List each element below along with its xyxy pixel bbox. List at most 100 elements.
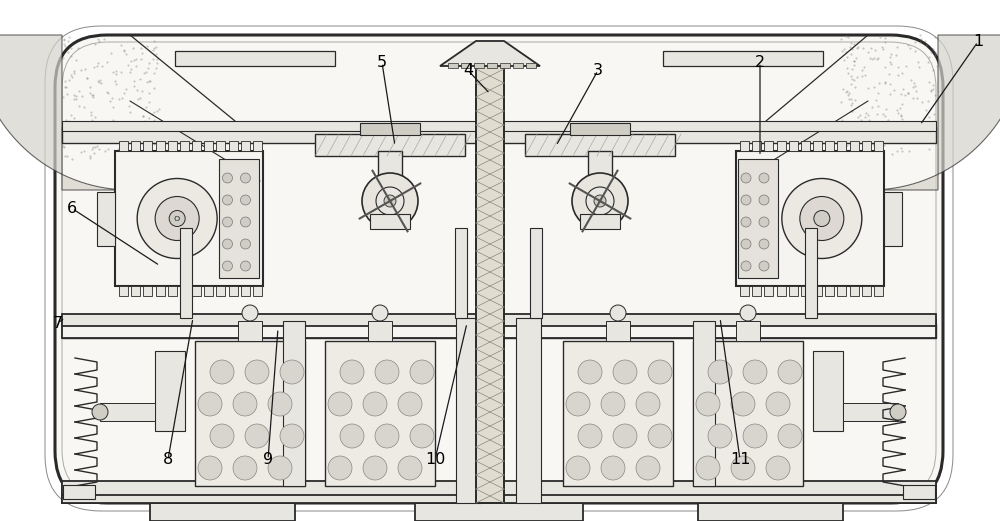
Circle shape: [242, 305, 258, 321]
Circle shape: [175, 217, 179, 220]
Text: 2: 2: [755, 55, 765, 70]
Circle shape: [245, 424, 269, 448]
Circle shape: [240, 195, 250, 205]
Circle shape: [743, 424, 767, 448]
Bar: [229, 286, 238, 296]
Circle shape: [743, 360, 767, 384]
Circle shape: [175, 217, 179, 220]
Bar: [119, 141, 128, 151]
Bar: [740, 141, 749, 151]
Circle shape: [648, 360, 672, 384]
Circle shape: [766, 456, 790, 480]
Circle shape: [340, 360, 364, 384]
Bar: [63, 485, 95, 499]
Bar: [143, 286, 152, 296]
Bar: [837, 141, 846, 151]
Bar: [698, 501, 843, 521]
Bar: [752, 286, 761, 296]
Text: 7: 7: [53, 316, 63, 330]
Bar: [884, 192, 902, 245]
Circle shape: [362, 173, 418, 229]
Bar: [738, 159, 778, 278]
Circle shape: [578, 424, 602, 448]
Polygon shape: [870, 35, 1000, 190]
Bar: [764, 141, 773, 151]
Circle shape: [210, 424, 234, 448]
Circle shape: [363, 456, 387, 480]
Circle shape: [198, 456, 222, 480]
Bar: [516, 318, 541, 503]
Bar: [850, 286, 859, 296]
Circle shape: [601, 392, 625, 416]
Bar: [455, 228, 467, 318]
Bar: [62, 121, 936, 131]
Circle shape: [814, 210, 830, 227]
Circle shape: [636, 456, 660, 480]
Bar: [253, 141, 262, 151]
Circle shape: [210, 360, 234, 384]
Bar: [850, 141, 859, 151]
Bar: [862, 286, 871, 296]
Circle shape: [731, 392, 755, 416]
Bar: [216, 141, 225, 151]
Circle shape: [648, 424, 672, 448]
Circle shape: [731, 456, 755, 480]
Bar: [752, 141, 761, 151]
Bar: [777, 141, 786, 151]
Circle shape: [766, 392, 790, 416]
Circle shape: [696, 392, 720, 416]
Bar: [62, 127, 936, 143]
Circle shape: [613, 424, 637, 448]
Bar: [62, 495, 936, 503]
Bar: [693, 321, 715, 486]
Circle shape: [398, 392, 422, 416]
Bar: [606, 321, 630, 341]
Bar: [789, 286, 798, 296]
Text: 10: 10: [425, 452, 445, 467]
Circle shape: [759, 173, 769, 183]
Circle shape: [268, 392, 292, 416]
Circle shape: [169, 210, 185, 227]
Circle shape: [384, 195, 396, 207]
Circle shape: [376, 187, 404, 215]
Circle shape: [175, 217, 179, 220]
Bar: [693, 341, 803, 486]
Circle shape: [601, 456, 625, 480]
Circle shape: [222, 239, 232, 249]
Circle shape: [740, 305, 756, 321]
Text: 9: 9: [263, 452, 273, 467]
Bar: [156, 141, 165, 151]
Bar: [204, 141, 213, 151]
Bar: [315, 134, 465, 156]
Bar: [62, 320, 936, 338]
Circle shape: [613, 360, 637, 384]
Bar: [360, 123, 420, 135]
FancyBboxPatch shape: [55, 35, 943, 503]
Bar: [143, 141, 152, 151]
Circle shape: [594, 195, 606, 207]
Circle shape: [240, 217, 250, 227]
Circle shape: [410, 424, 434, 448]
Bar: [580, 214, 620, 229]
Bar: [825, 141, 834, 151]
Circle shape: [586, 187, 614, 215]
Bar: [156, 286, 165, 296]
Circle shape: [890, 404, 906, 420]
Circle shape: [375, 360, 399, 384]
Circle shape: [245, 360, 269, 384]
Circle shape: [782, 179, 862, 258]
Bar: [368, 321, 392, 341]
Bar: [62, 324, 936, 338]
Text: 11: 11: [730, 452, 750, 467]
Bar: [476, 43, 504, 503]
Circle shape: [175, 217, 179, 220]
Bar: [448, 63, 458, 68]
Bar: [862, 141, 871, 151]
Bar: [241, 286, 250, 296]
Bar: [588, 151, 612, 216]
Bar: [192, 141, 201, 151]
Polygon shape: [0, 35, 130, 190]
Circle shape: [222, 195, 232, 205]
Bar: [62, 314, 936, 326]
Text: 3: 3: [593, 63, 603, 78]
